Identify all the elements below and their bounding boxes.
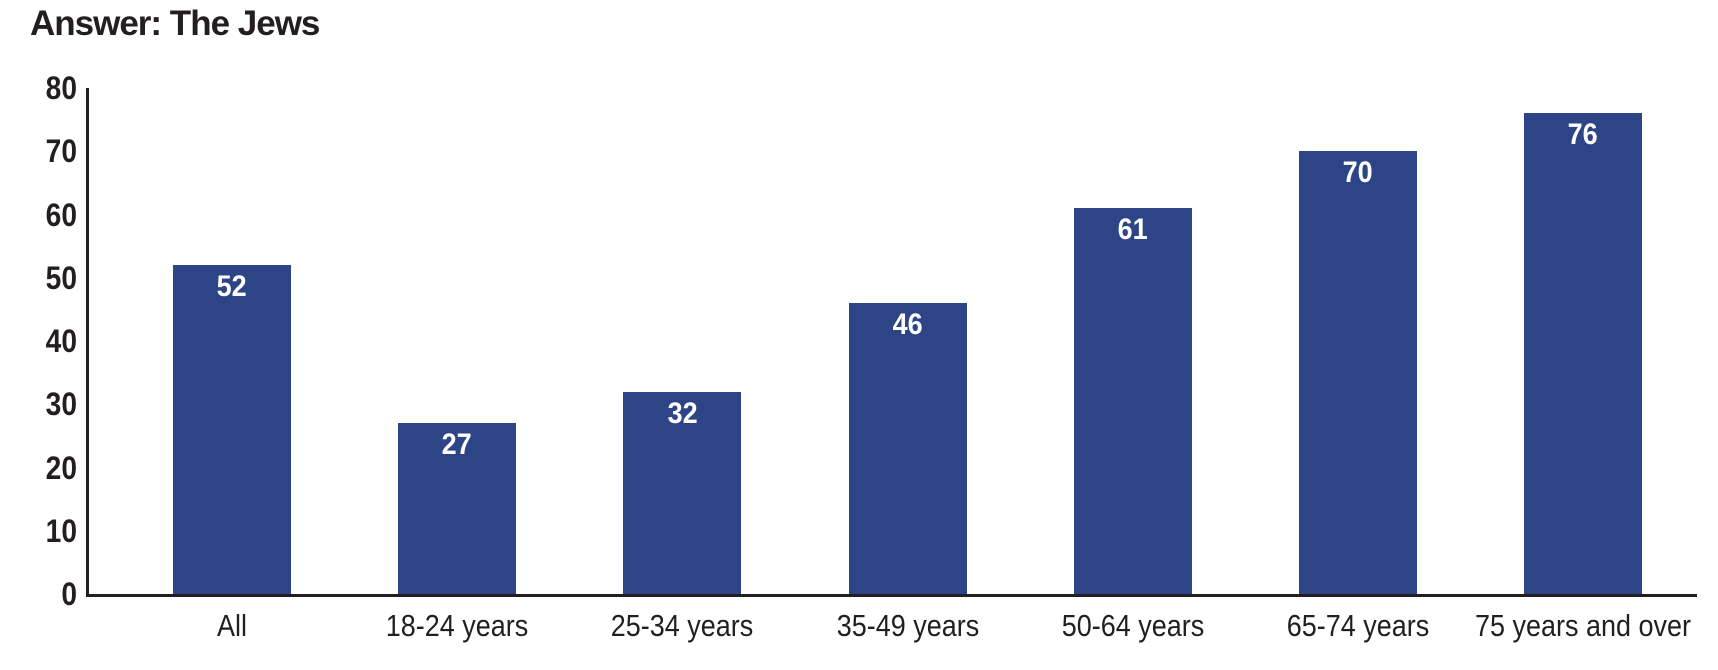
y-axis-tick-label: 30 <box>45 386 77 423</box>
x-axis-line <box>86 594 1697 597</box>
bar: 52 <box>173 265 291 594</box>
y-axis-tick-label: 50 <box>45 259 77 296</box>
x-axis-category-label: 18-24 years <box>385 608 529 643</box>
bar-value-label: 32 <box>667 396 698 430</box>
y-axis-tick-label: 70 <box>45 133 77 170</box>
x-axis-category-label: 75 years and over <box>1475 608 1691 643</box>
bar: 61 <box>1073 208 1192 594</box>
x-axis-category-label: 65-74 years <box>1286 608 1430 643</box>
bar: 32 <box>623 391 742 594</box>
bar-value-label: 70 <box>1342 156 1373 190</box>
y-axis-tick-label: 0 <box>61 576 77 612</box>
bar: 70 <box>1298 151 1417 594</box>
y-axis-tick-label: 20 <box>45 449 77 486</box>
y-axis-tick-label: 40 <box>45 323 77 359</box>
x-axis-category-label: 35-49 years <box>836 608 979 643</box>
bar: 46 <box>848 303 967 594</box>
y-axis-tick-label: 80 <box>45 70 77 106</box>
bar-value-label: 76 <box>1567 118 1599 152</box>
y-axis-tick-label: 10 <box>45 512 77 549</box>
bar: 76 <box>1524 113 1643 594</box>
chart-title: Answer: The Jews <box>30 4 320 43</box>
bar-value-label: 61 <box>1117 213 1148 247</box>
bar-value-label: 52 <box>216 270 248 304</box>
x-axis-category-label: All <box>217 608 247 643</box>
bar-value-label: 46 <box>892 308 923 342</box>
bar-value-label: 27 <box>442 428 473 462</box>
y-axis-tick-label: 60 <box>45 196 77 233</box>
x-axis-category-label: 50-64 years <box>1061 608 1204 643</box>
bar: 27 <box>398 423 517 594</box>
y-axis-line <box>86 88 89 597</box>
x-axis-category-label: 25-34 years <box>611 608 754 643</box>
